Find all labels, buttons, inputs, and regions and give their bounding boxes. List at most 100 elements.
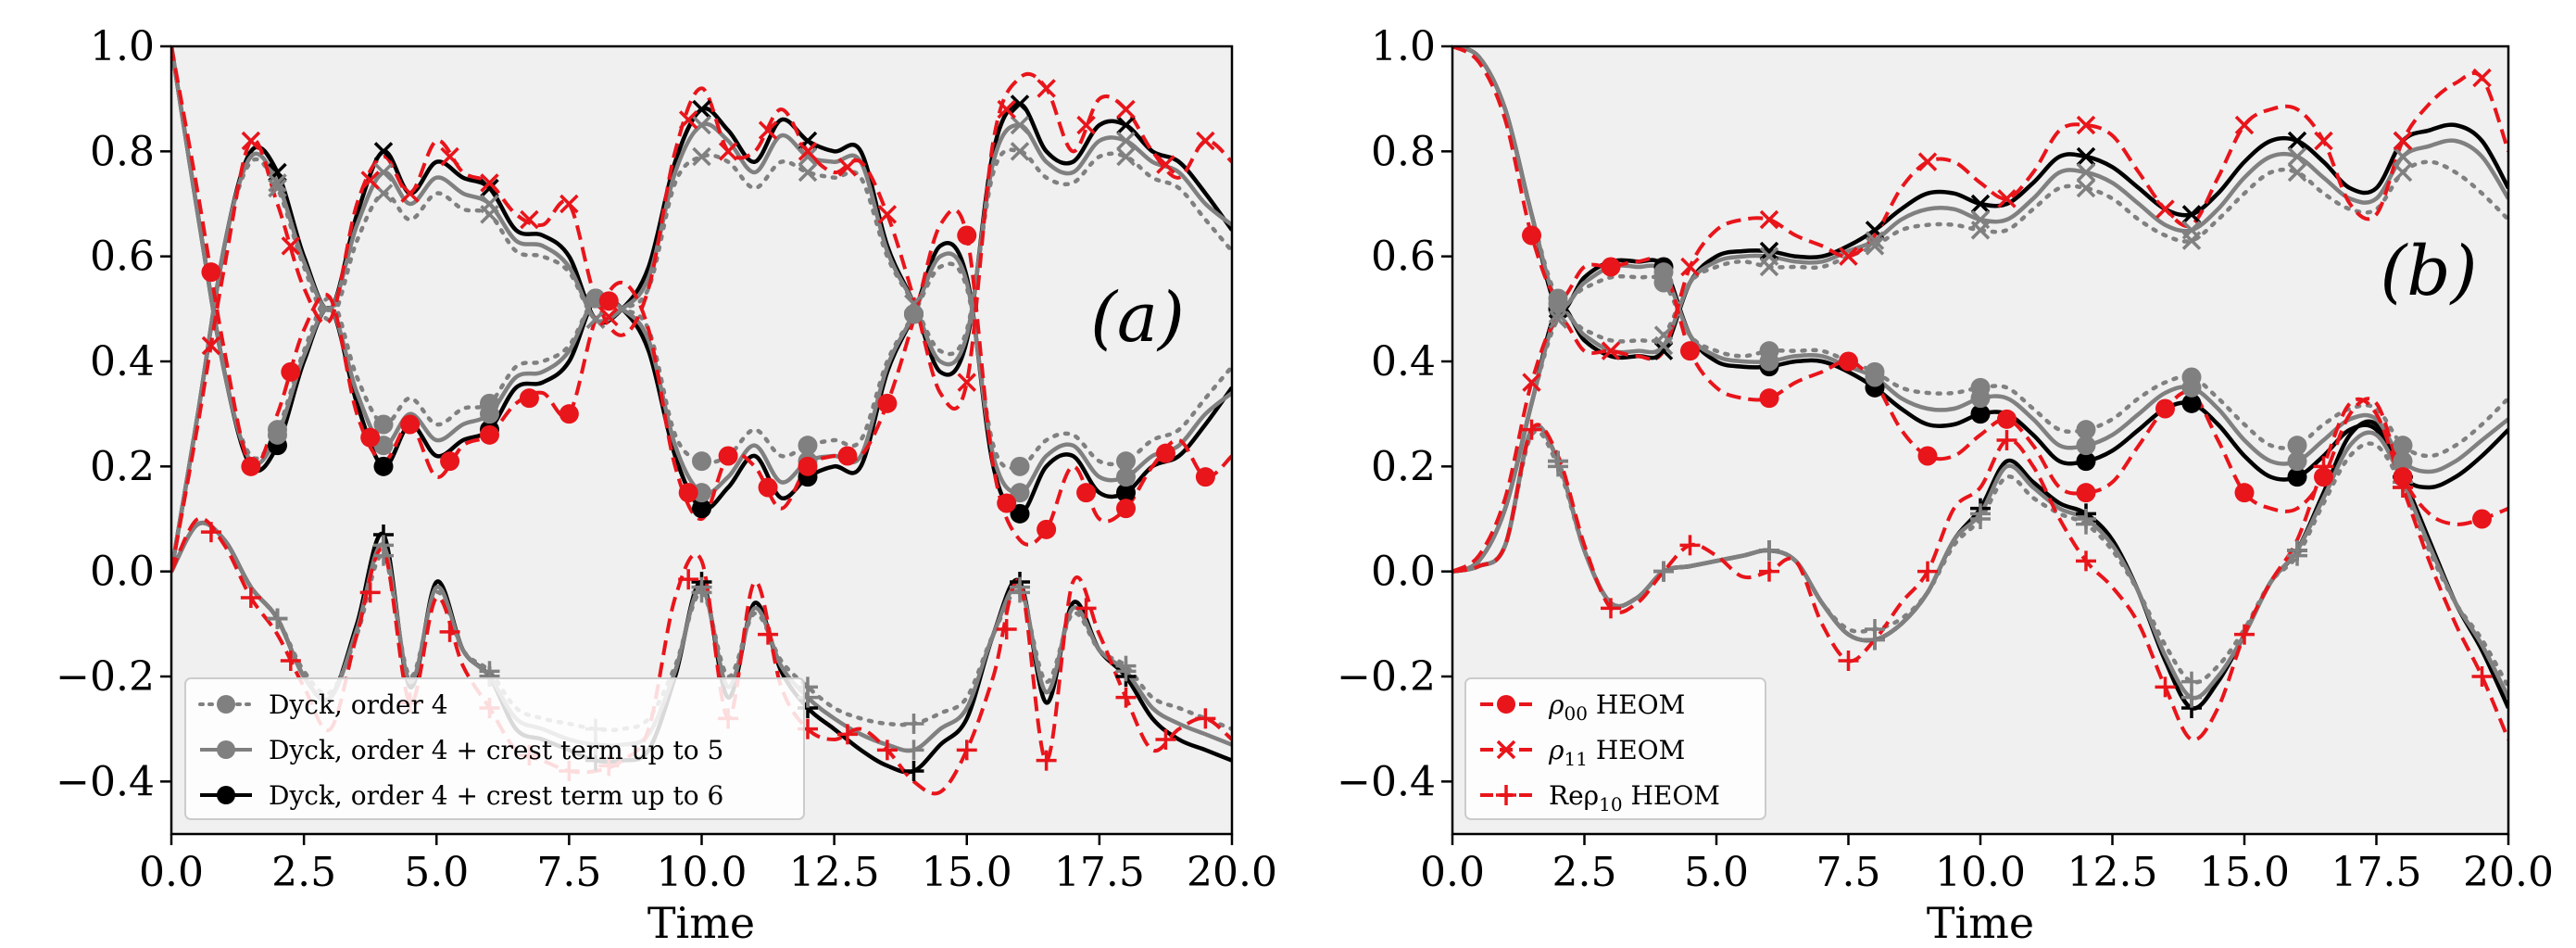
legend-b-marker-2	[1496, 785, 1516, 805]
x-tick-label: 7.5	[536, 849, 601, 896]
legend-b-sub-1: 11	[1564, 748, 1587, 770]
y-tick-label: −0.4	[1337, 758, 1436, 805]
series-marker-plus	[2234, 624, 2255, 645]
y-tick-label: −0.4	[56, 758, 155, 805]
series-marker-plus	[956, 739, 977, 761]
x-tick-label: 10.0	[657, 849, 748, 896]
series-marker-point	[2076, 483, 2096, 503]
series-marker-cross	[2393, 146, 2413, 167]
series-marker-cross	[692, 99, 711, 120]
series-marker-cross	[1865, 236, 1885, 256]
y-tick-label: 0.0	[90, 549, 155, 596]
series-marker-cross	[373, 162, 394, 183]
series-marker-cross	[1548, 304, 1568, 324]
series-marker-point	[519, 388, 539, 409]
series-marker-plus	[2313, 456, 2334, 477]
series-marker-point	[373, 414, 394, 435]
series-marker-point	[201, 262, 221, 283]
series-marker-cross	[1010, 95, 1030, 114]
panel-a-legend-box	[184, 677, 805, 820]
series-marker-cross	[1116, 115, 1136, 135]
legend-a-marker-1	[217, 740, 235, 759]
series-marker-plus	[1155, 729, 1176, 750]
series-marker-cross	[798, 162, 818, 183]
series-marker-cross	[2314, 131, 2333, 151]
series-marker-cross	[798, 146, 818, 167]
legend-a-marker-2	[217, 786, 235, 804]
series-marker-cross	[440, 146, 459, 167]
series-marker-cross	[400, 183, 420, 203]
series-marker-point	[373, 456, 394, 476]
series-marker-point	[281, 361, 301, 382]
series-marker-cross	[2287, 146, 2307, 167]
series-marker-point	[877, 393, 898, 413]
y-tick-label: 0.8	[90, 128, 155, 175]
series-marker-plus	[903, 714, 924, 734]
series-marker-cross	[877, 205, 898, 224]
series-marker-cross	[268, 178, 287, 198]
series-marker-point	[1759, 341, 1779, 361]
x-tick-label: 15.0	[922, 849, 1012, 896]
series-marker-plus	[1679, 535, 1701, 556]
series-marker-cross	[268, 173, 287, 193]
series-marker-plus	[267, 608, 288, 629]
series-marker-point	[2287, 467, 2307, 487]
legend-a-label-2: Dyck, order 4 + crest term up to 6	[269, 780, 723, 811]
panel-a: 0.0 2.5 5.0 7.5 10.0 12.5 15.0 17.5 20.0 1.0 0.8 0…	[56, 23, 1277, 948]
y-tick-label: −0.2	[56, 653, 155, 701]
y-tick-label: 1.0	[90, 23, 155, 70]
series-marker-point	[957, 225, 977, 246]
series-marker-cross	[2155, 199, 2175, 219]
x-tick-label: 5.0	[1684, 849, 1749, 896]
series-marker-cross	[2076, 162, 2096, 183]
y-tick-label: 0.4	[90, 338, 155, 386]
series-marker-plus	[1838, 651, 1859, 671]
series-marker-cross	[758, 120, 778, 140]
series-marker-cross	[837, 158, 858, 177]
series-marker-point	[1680, 341, 1700, 361]
series-marker-cross	[1653, 325, 1674, 345]
panel-a-y-ticks: 1.0 0.8 0.6 0.4 0.2 0.0 −0.2 −0.4	[56, 23, 171, 805]
series-marker-plus	[373, 545, 394, 566]
series-marker-point	[2155, 398, 2175, 419]
legend-a-label-1: Dyck, order 4 + crest term up to 5	[269, 735, 723, 765]
series-marker-point	[480, 393, 499, 413]
series-marker-plus	[1601, 598, 1621, 619]
series-marker-point	[2076, 420, 2096, 440]
series-marker-cross	[1010, 115, 1030, 135]
series-marker-plus	[2471, 666, 2493, 687]
panel-a-x-axis-label: Time	[647, 898, 755, 948]
series-marker-cross	[241, 131, 261, 151]
series-line-10	[1452, 71, 2508, 574]
series-marker-point	[1076, 483, 1097, 503]
series-marker-cross	[2234, 115, 2255, 135]
series-marker-point	[758, 477, 778, 498]
series-marker-cross	[1839, 246, 1858, 266]
y-tick-label: −0.2	[1337, 653, 1436, 701]
series-marker-plus	[280, 651, 301, 671]
panel-b-legend-box	[1464, 677, 1766, 820]
x-tick-label: 17.5	[1054, 849, 1145, 896]
series-marker-cross	[2076, 115, 2096, 135]
series-marker-point	[2076, 451, 2096, 472]
series-marker-point	[2287, 436, 2307, 456]
series-marker-point	[360, 427, 381, 448]
series-marker-cross	[692, 146, 711, 167]
series-marker-cross	[2181, 231, 2202, 250]
y-tick-label: 1.0	[1371, 23, 1436, 70]
series-marker-plus	[1036, 750, 1057, 771]
series-marker-cross	[1759, 257, 1779, 277]
x-tick-label: 0.0	[1420, 849, 1485, 896]
series-marker-plus	[2181, 671, 2202, 692]
series-marker-cross	[2393, 131, 2413, 151]
series-marker-point	[440, 451, 460, 472]
panel-b-y-ticks: 1.0 0.8 0.6 0.4 0.2 0.0 −0.2 −0.4	[1337, 23, 1452, 805]
series-marker-plus	[1996, 430, 2017, 450]
series-marker-point	[1116, 483, 1136, 503]
series-marker-plus	[1075, 598, 1097, 619]
series-line-4	[171, 121, 1232, 573]
x-tick-label: 12.5	[2067, 849, 2158, 896]
series-marker-point	[1155, 443, 1175, 463]
series-marker-cross	[1037, 79, 1056, 98]
series-marker-cross	[480, 178, 499, 198]
